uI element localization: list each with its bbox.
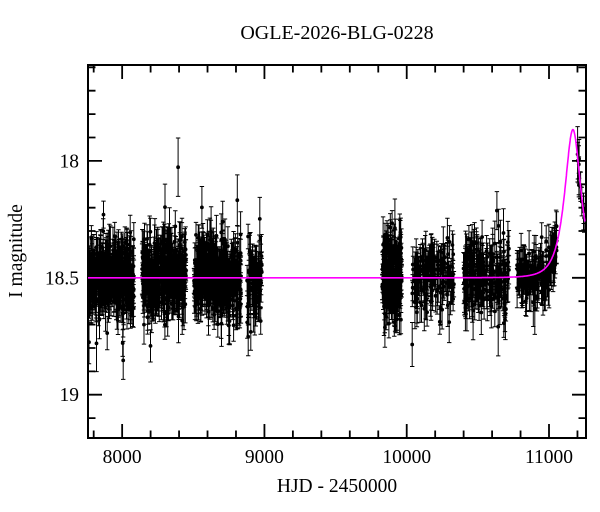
photometry-points (380, 221, 404, 330)
model-curve-layer (88, 128, 586, 279)
x-tick-label: 11000 (525, 447, 573, 468)
y-axis-title: I magnitude (6, 204, 27, 298)
season-cluster-season-8 (514, 209, 559, 335)
plot-frame (87, 64, 587, 439)
season-cluster-season-2 (139, 137, 189, 363)
y-axis-tick-labels: 18 18.5 19 (45, 151, 79, 406)
plot-title: OGLE-2026-BLG-0228 (240, 22, 433, 44)
season-cluster-season-1 (88, 200, 137, 380)
model-curve (88, 128, 586, 279)
y-tick-label: 18 (60, 151, 80, 172)
x-tick-label: 10000 (382, 447, 431, 468)
photometry-points (88, 212, 136, 363)
photometry-points (515, 223, 559, 311)
y-tick-label: 19 (60, 385, 80, 406)
season-cluster-season-7 (461, 191, 512, 357)
photometry-points (461, 208, 511, 329)
photometry-points (410, 235, 456, 347)
x-tick-label: 8000 (103, 447, 142, 468)
y-tick-label: 18.5 (45, 268, 79, 289)
x-axis-tick-labels: 8000 9000 10000 11000 (103, 447, 573, 468)
season-cluster-season-3 (191, 174, 244, 347)
x-tick-label: 9000 (245, 447, 284, 468)
x-axis-title: HJD - 2450000 (277, 476, 397, 497)
photometry-points (192, 198, 243, 328)
photometry-points (140, 165, 188, 348)
